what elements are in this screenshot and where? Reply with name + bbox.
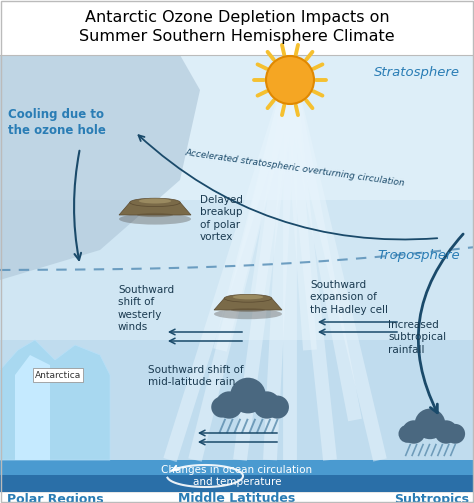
Text: Stratosphere: Stratosphere: [374, 65, 460, 78]
Ellipse shape: [139, 199, 171, 204]
Polygon shape: [119, 202, 191, 215]
Polygon shape: [0, 475, 474, 492]
Polygon shape: [214, 298, 282, 310]
Polygon shape: [0, 460, 474, 492]
Text: Polar Regions: Polar Regions: [7, 492, 103, 503]
Polygon shape: [0, 340, 110, 460]
Circle shape: [399, 425, 417, 443]
Ellipse shape: [119, 213, 191, 225]
Ellipse shape: [130, 198, 180, 207]
Ellipse shape: [231, 308, 265, 312]
Circle shape: [266, 56, 314, 104]
Polygon shape: [0, 55, 200, 280]
Text: Southward shift of
mid-latitude rain: Southward shift of mid-latitude rain: [148, 365, 244, 387]
Polygon shape: [0, 492, 474, 503]
Text: Southward
shift of
westerly
winds: Southward shift of westerly winds: [118, 285, 174, 332]
Text: Middle Latitudes: Middle Latitudes: [178, 492, 296, 503]
Text: Antarctica: Antarctica: [35, 371, 81, 379]
Text: Changes in ocean circulation
and temperature: Changes in ocean circulation and tempera…: [162, 465, 312, 487]
Text: Increased
subtropical
rainfall: Increased subtropical rainfall: [388, 320, 446, 355]
Circle shape: [415, 408, 445, 439]
Polygon shape: [15, 355, 50, 460]
Text: Antarctic Ozone Depletion Impacts on
Summer Southern Hemisphere Climate: Antarctic Ozone Depletion Impacts on Sum…: [79, 10, 395, 44]
Polygon shape: [0, 0, 474, 55]
Circle shape: [253, 391, 281, 418]
Ellipse shape: [224, 294, 272, 302]
Ellipse shape: [233, 295, 263, 299]
Circle shape: [266, 395, 289, 418]
Text: Accelerated stratospheric overturning circulation: Accelerated stratospheric overturning ci…: [184, 148, 405, 188]
Circle shape: [445, 424, 465, 444]
Text: Subtropics: Subtropics: [394, 492, 470, 503]
Polygon shape: [0, 200, 474, 460]
Text: Delayed
breakup
of polar
vortex: Delayed breakup of polar vortex: [200, 195, 243, 242]
Circle shape: [216, 391, 243, 418]
Ellipse shape: [137, 213, 173, 217]
Text: Troposphere: Troposphere: [377, 248, 460, 262]
Text: Southward
expansion of
the Hadley cell: Southward expansion of the Hadley cell: [310, 280, 388, 315]
Polygon shape: [0, 340, 474, 460]
Text: Cooling due to
the ozone hole: Cooling due to the ozone hole: [8, 108, 106, 137]
Ellipse shape: [214, 309, 282, 319]
Polygon shape: [0, 55, 474, 460]
Circle shape: [402, 421, 426, 444]
Circle shape: [230, 378, 266, 413]
Circle shape: [435, 421, 458, 444]
Circle shape: [211, 396, 232, 417]
